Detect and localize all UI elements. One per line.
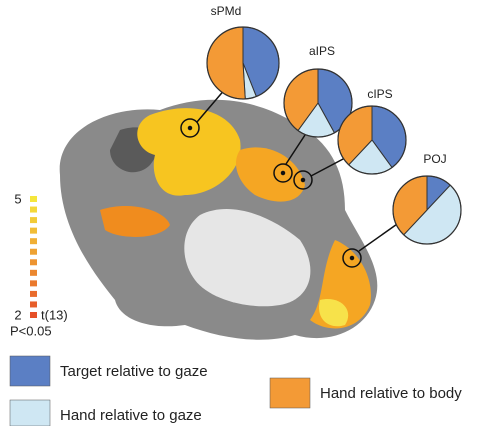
pie-title: cIPS <box>367 87 392 101</box>
pie-title: aIPS <box>309 44 335 58</box>
pie-outline <box>337 105 407 175</box>
colorbar-cell <box>30 280 37 287</box>
pie-title: POJ <box>423 152 446 166</box>
colorbar-note: P<0.05 <box>10 323 52 338</box>
colorbar-cell <box>30 206 37 213</box>
colorbar-cell <box>30 312 37 318</box>
legend-label: Target relative to gaze <box>60 363 208 380</box>
pie-outline <box>392 175 462 245</box>
legend-swatch <box>9 399 51 426</box>
colorbar-label: t(13) <box>41 307 68 322</box>
colorbar-cell <box>30 269 37 276</box>
colorbar-cell <box>30 301 37 308</box>
colorbar-cell <box>30 196 37 202</box>
colorbar-cell <box>30 227 37 234</box>
colorbar-tick-label: 2 <box>14 307 21 322</box>
roi-markers <box>180 87 401 268</box>
pie-slice <box>206 26 246 100</box>
legend-swatch <box>269 377 311 409</box>
legend-label: Hand relative to body <box>320 385 462 402</box>
colorbar: 5 2 t(13)P<0.05 <box>10 191 68 338</box>
colorbar-cell <box>30 248 37 255</box>
colorbar-cell <box>30 238 37 245</box>
pie-outline <box>206 26 280 100</box>
colorbar-cell <box>30 290 37 297</box>
colorbar-cell <box>30 259 37 266</box>
legend-swatch <box>9 355 51 387</box>
legend-label: Hand relative to gaze <box>60 407 202 424</box>
pie-outline <box>283 68 353 138</box>
colorbar-cell <box>30 217 37 224</box>
colorbar-tick-label: 5 <box>14 191 21 206</box>
brain <box>59 99 378 340</box>
pie-title: sPMd <box>211 4 242 18</box>
